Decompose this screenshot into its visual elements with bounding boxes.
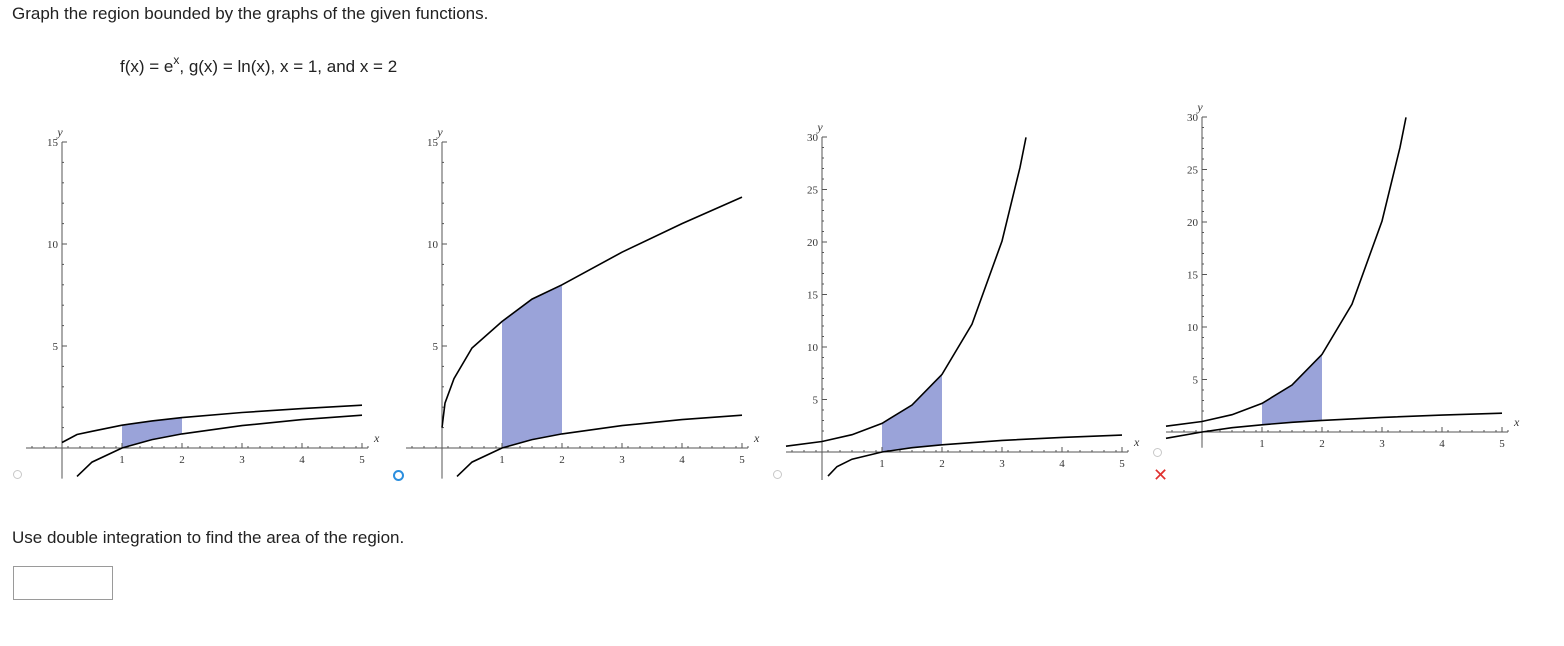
graph-choice-4[interactable]: 1 2 3 4 5 5 10 15 20 25 30 x y <box>1160 80 1530 460</box>
x-tick-label: 5 <box>359 454 365 466</box>
x-tick-label: 2 <box>1319 438 1325 450</box>
graph-choice-2[interactable]: 1 2 3 4 5 5 10 15 x y <box>400 100 770 480</box>
y-tick-label: 30 <box>1187 112 1199 124</box>
y-tick-label: 10 <box>47 239 59 251</box>
y-axis-label: y <box>1196 100 1203 114</box>
curve-lower <box>456 414 743 477</box>
y-tick-label: 25 <box>1187 165 1199 177</box>
graph-choice-1[interactable]: 1 2 3 4 5 5 10 15 x y <box>20 100 390 480</box>
g-definition-and-bounds: , g(x) = ln(x), x = 1, and x = 2 <box>179 57 398 76</box>
x-tick-label: 2 <box>179 454 185 466</box>
curve-upper <box>1165 117 1407 427</box>
x-tick-label: 4 <box>1439 438 1445 450</box>
y-axis-label: y <box>436 125 443 139</box>
function-definitions: f(x) = ex, g(x) = ln(x), x = 1, and x = … <box>120 53 397 77</box>
f-definition: f(x) = e <box>120 57 174 76</box>
y-tick-label: 5 <box>53 341 59 353</box>
x-tick-label: 5 <box>1499 438 1505 450</box>
curve-upper <box>61 404 363 444</box>
x-tick-label: 1 <box>499 454 505 466</box>
x-tick-label: 1 <box>119 454 125 466</box>
y-tick-label: 20 <box>807 237 819 249</box>
x-tick-label: 5 <box>739 454 745 466</box>
incorrect-mark-icon: ✕ <box>1153 465 1169 485</box>
x-tick-label: 4 <box>299 454 305 466</box>
area-answer-input[interactable] <box>13 566 113 600</box>
x-tick-label: 2 <box>559 454 565 466</box>
y-tick-label: 10 <box>807 342 819 354</box>
y-axis-label: y <box>816 120 823 134</box>
y-tick-label: 10 <box>1187 322 1199 334</box>
curve-lower <box>76 414 363 477</box>
f-exponent: x <box>173 53 180 67</box>
y-tick-label: 25 <box>807 185 819 197</box>
shaded-region <box>882 374 942 452</box>
x-tick-label: 5 <box>1119 458 1125 470</box>
curve-upper <box>785 137 1027 447</box>
y-tick-label: 10 <box>427 239 439 251</box>
shaded-region <box>1262 354 1322 425</box>
x-axis-label: x <box>1133 435 1140 449</box>
shaded-region <box>502 284 562 448</box>
graph-choice-3[interactable]: 1 2 3 4 5 5 10 15 20 25 30 x y <box>780 100 1150 480</box>
y-tick-label: 15 <box>427 137 439 149</box>
x-axis-label: x <box>753 431 760 445</box>
y-tick-label: 20 <box>1187 217 1199 229</box>
x-tick-label: 3 <box>239 454 245 466</box>
choice-radio-4[interactable] <box>1153 448 1162 457</box>
x-axis-label: x <box>373 431 380 445</box>
choice-radio-1[interactable] <box>13 470 22 479</box>
x-tick-label: 3 <box>999 458 1005 470</box>
y-tick-label: 5 <box>1193 375 1199 387</box>
shaded-region <box>122 417 182 448</box>
curve-lower <box>1165 412 1503 440</box>
x-tick-label: 4 <box>1059 458 1065 470</box>
x-tick-label: 1 <box>879 458 885 470</box>
y-tick-label: 15 <box>807 290 819 302</box>
x-tick-label: 4 <box>679 454 685 466</box>
x-tick-label: 3 <box>619 454 625 466</box>
x-tick-label: 3 <box>1379 438 1385 450</box>
curve-lower <box>827 434 1123 477</box>
y-tick-label: 5 <box>813 395 819 407</box>
y-axis-label: y <box>56 125 63 139</box>
choice-radio-3[interactable] <box>773 470 782 479</box>
integration-prompt: Use double integration to find the area … <box>12 528 405 547</box>
y-tick-label: 5 <box>433 341 439 353</box>
y-tick-label: 15 <box>47 137 59 149</box>
curve-upper <box>441 196 743 428</box>
x-axis-label: x <box>1513 415 1520 429</box>
y-tick-label: 15 <box>1187 270 1199 282</box>
x-tick-label: 2 <box>939 458 945 470</box>
y-tick-label: 30 <box>807 132 819 144</box>
question-prompt: Graph the region bounded by the graphs o… <box>12 4 489 23</box>
choice-radio-2[interactable] <box>393 470 404 481</box>
x-tick-label: 1 <box>1259 438 1265 450</box>
